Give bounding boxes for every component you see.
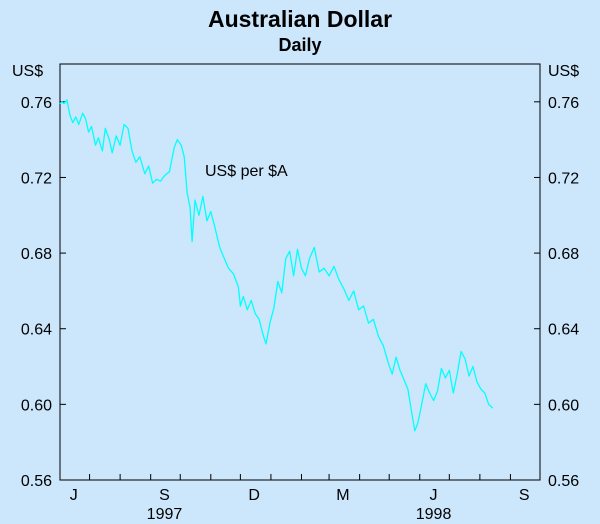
y-tick-label-right: 0.60 xyxy=(548,397,579,414)
series-annotation: US$ per $A xyxy=(205,163,288,180)
y-tick-label-right: 0.64 xyxy=(548,322,579,339)
y-tick-label-right: 0.76 xyxy=(548,95,579,112)
x-tick-label: S xyxy=(159,487,170,504)
chart-subtitle: Daily xyxy=(278,35,322,55)
y-tick-label-right: 0.68 xyxy=(548,246,579,263)
y-tick-label-left: 0.56 xyxy=(21,473,52,490)
chart-title: Australian Dollar xyxy=(207,6,393,32)
y-tick-label-left: 0.72 xyxy=(21,170,52,187)
x-tick-label: J xyxy=(430,487,438,504)
y-tick-label-left: 0.64 xyxy=(21,322,52,339)
y-tick-label-left: 0.76 xyxy=(21,95,52,112)
x-tick-label: M xyxy=(336,487,349,504)
x-tick-label: J xyxy=(70,487,78,504)
x-year-label: 1998 xyxy=(416,506,452,523)
y-tick-label-right: 0.72 xyxy=(548,170,579,187)
plot-frame xyxy=(59,63,541,481)
x-year-label: 1997 xyxy=(147,506,183,523)
y-tick-label-left: 0.68 xyxy=(21,246,52,263)
series-line xyxy=(59,99,494,432)
y-tick-label-right: 0.56 xyxy=(548,473,579,490)
y-axis-label-left: US$ xyxy=(12,63,43,80)
y-tick-label-left: 0.60 xyxy=(21,397,52,414)
x-tick-label: D xyxy=(248,487,260,504)
x-tick-label: S xyxy=(519,487,530,504)
y-axis-label-right: US$ xyxy=(548,63,579,80)
